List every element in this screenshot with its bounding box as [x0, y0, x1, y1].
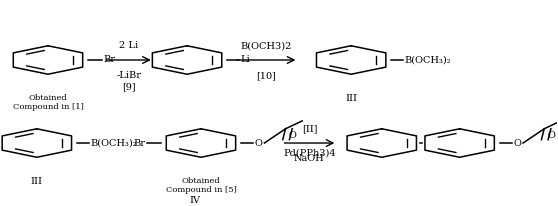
- Text: 2 Li: 2 Li: [119, 41, 138, 50]
- Text: O: O: [254, 138, 262, 147]
- Text: B(OCH3)2: B(OCH3)2: [240, 41, 292, 50]
- Text: III: III: [345, 94, 357, 103]
- Text: O: O: [547, 131, 555, 140]
- Text: Br: Br: [134, 138, 146, 147]
- Text: O: O: [288, 131, 296, 140]
- Text: Obtained
Compound in [5]: Obtained Compound in [5]: [166, 177, 237, 194]
- Text: IV: IV: [190, 196, 201, 205]
- Text: Obtained
Compound in [1]: Obtained Compound in [1]: [12, 94, 83, 111]
- Text: Li: Li: [240, 55, 250, 64]
- Text: -LiBr: -LiBr: [116, 71, 141, 80]
- Text: Pd(PPh3)4: Pd(PPh3)4: [283, 149, 336, 158]
- Text: NaOH: NaOH: [294, 154, 325, 163]
- Text: [II]: [II]: [302, 124, 317, 133]
- Text: O: O: [513, 138, 521, 147]
- Text: [10]: [10]: [256, 71, 276, 80]
- Text: [9]: [9]: [122, 83, 136, 92]
- Text: B(OCH₃)₂: B(OCH₃)₂: [405, 55, 451, 64]
- Text: B(OCH₃)₂: B(OCH₃)₂: [90, 138, 137, 147]
- Text: III: III: [31, 177, 43, 186]
- Text: Br: Br: [103, 55, 115, 64]
